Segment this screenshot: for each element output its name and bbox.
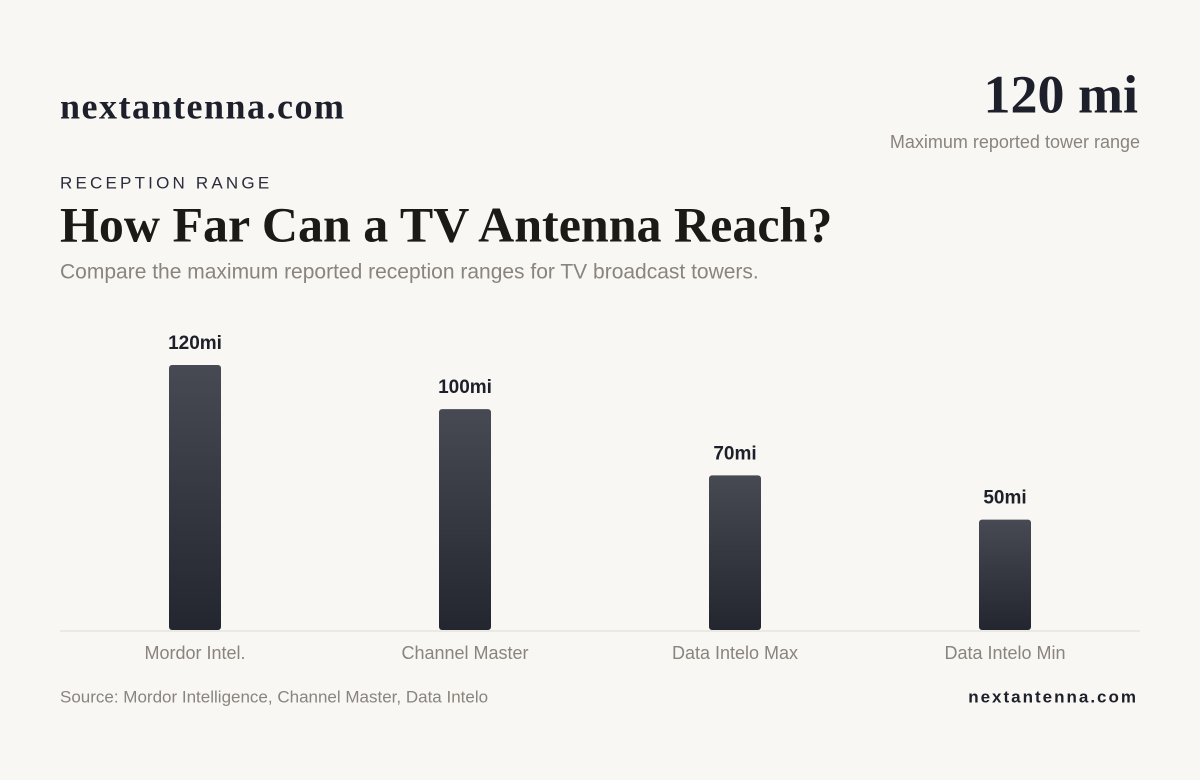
- eyebrow: RECEPTION RANGE: [60, 173, 272, 192]
- chart-subtitle: Compare the maximum reported reception r…: [60, 261, 759, 284]
- source: Source: Mordor Intelligence, Channel Mas…: [60, 687, 488, 706]
- x-tick-label: Channel Master: [401, 643, 528, 663]
- highlight-caption: Maximum reported tower range: [890, 132, 1140, 152]
- bar: [709, 475, 761, 630]
- footer-brand: nextantenna.com: [968, 687, 1138, 706]
- value-label: 70mi: [713, 443, 756, 464]
- brand: nextantenna.com: [60, 86, 346, 126]
- bar: [979, 519, 1031, 630]
- x-tick-label: Mordor Intel.: [144, 643, 245, 663]
- x-tick-label: Data Intelo Min: [944, 643, 1065, 663]
- highlight-stat: 120 mi: [984, 64, 1139, 124]
- value-label: 50mi: [983, 488, 1026, 509]
- chart-title: How Far Can a TV Antenna Reach?: [60, 196, 832, 252]
- value-label: 120mi: [168, 333, 222, 354]
- bar: [439, 409, 491, 630]
- value-label: 100mi: [438, 377, 492, 398]
- bar: [169, 365, 221, 630]
- x-tick-label: Data Intelo Max: [672, 643, 798, 663]
